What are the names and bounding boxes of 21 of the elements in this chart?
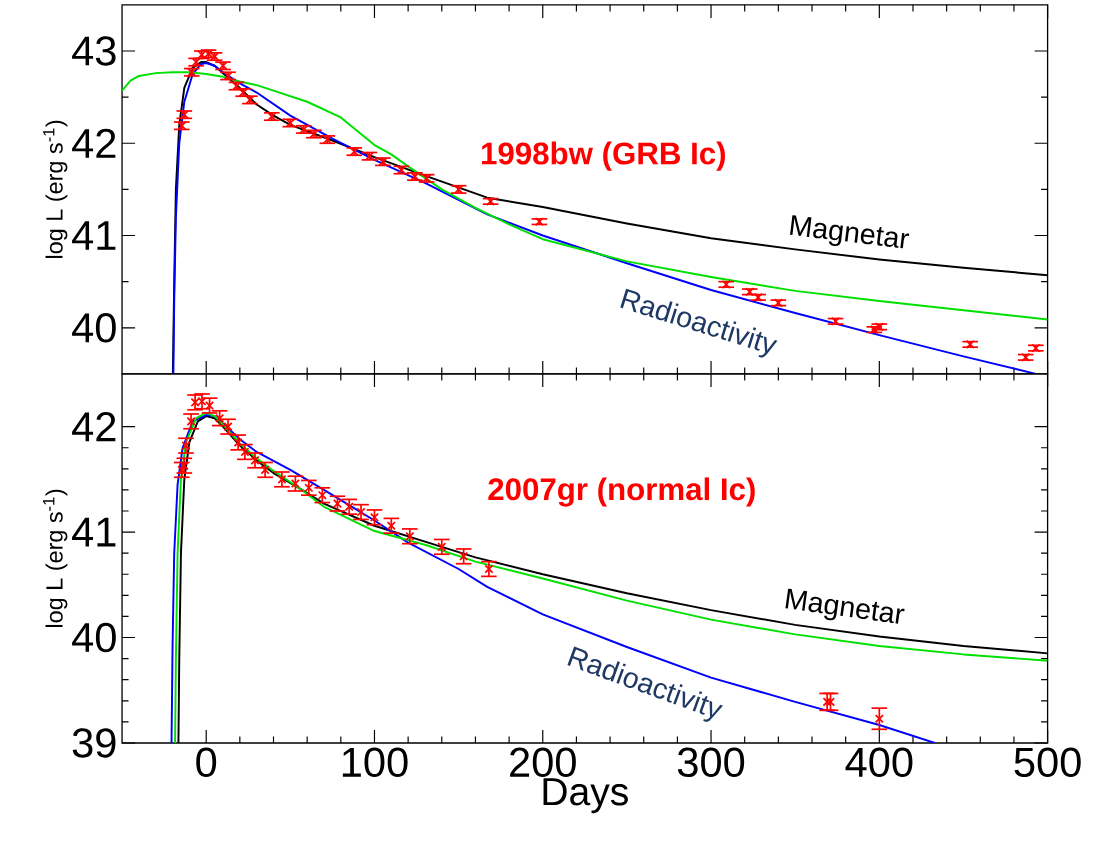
y-tick-label: 43	[72, 36, 116, 66]
y-tick-label: 40	[72, 313, 116, 343]
text: Magnetar	[790, 215, 910, 249]
text: Magnetar	[785, 588, 905, 624]
y-tick-label: 42	[72, 128, 116, 159]
x-axis-title: Days	[543, 778, 628, 814]
x-tick-label: 0	[196, 747, 217, 778]
y-axis-title: log L (erg s$^{-1}$)	[43, 120, 68, 259]
y-tick-label: 41	[72, 517, 116, 547]
x-tick-label: 400	[845, 747, 913, 778]
x-tick-label: 200	[510, 747, 576, 778]
annotation: 1998bw (GRB Ic)	[482, 141, 726, 171]
y-axis-title: log L (erg s$^{-1}$)	[43, 490, 68, 628]
y-tick-label: 41	[72, 221, 116, 251]
x-tick-label: 500	[1014, 747, 1081, 778]
y-tick-label: 40	[72, 623, 116, 653]
x-tick-label: 100	[342, 747, 408, 778]
x-tick-label: 300	[677, 747, 745, 778]
y-tick-label: 39	[72, 728, 116, 758]
y-tick-label: 42	[72, 412, 116, 442]
annotation: 2007gr (normal Ic)	[488, 477, 755, 507]
